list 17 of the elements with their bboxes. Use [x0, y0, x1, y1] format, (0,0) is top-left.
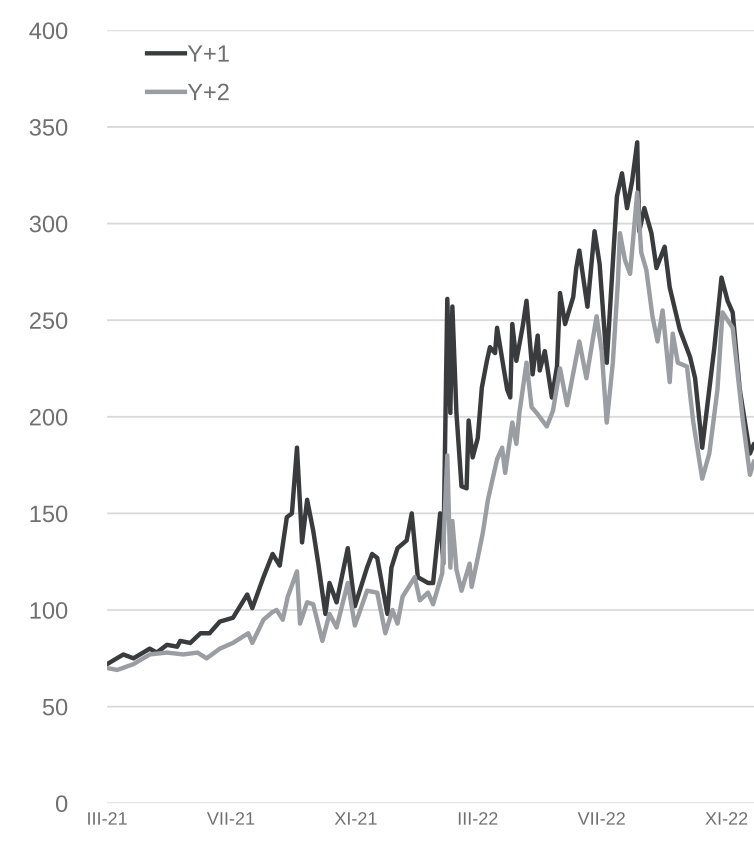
y-tick-label: 300 [30, 216, 68, 232]
x-tick-label: VII-21 [206, 812, 254, 825]
y-tick-label: 350 [30, 119, 68, 136]
y-tick-label: 0 [56, 795, 68, 812]
y-tick-label: 50 [42, 698, 68, 716]
y-tick-label: 200 [30, 408, 68, 426]
x-tick-label: XI-22 [705, 812, 748, 825]
y-tick-label: 250 [30, 312, 68, 329]
x-tick-label: III-22 [458, 812, 498, 825]
x-tick-label: III-21 [88, 812, 127, 825]
y-tick-label: 100 [30, 602, 68, 619]
y-tick-label: 400 [29, 22, 68, 40]
x-tick-label: VII-22 [578, 812, 625, 825]
legend-label: Y+2 [188, 84, 229, 100]
x-tick-label: XI-21 [334, 812, 377, 825]
y-tick-label: 150 [30, 505, 68, 522]
legend-label: Y+1 [188, 45, 229, 62]
